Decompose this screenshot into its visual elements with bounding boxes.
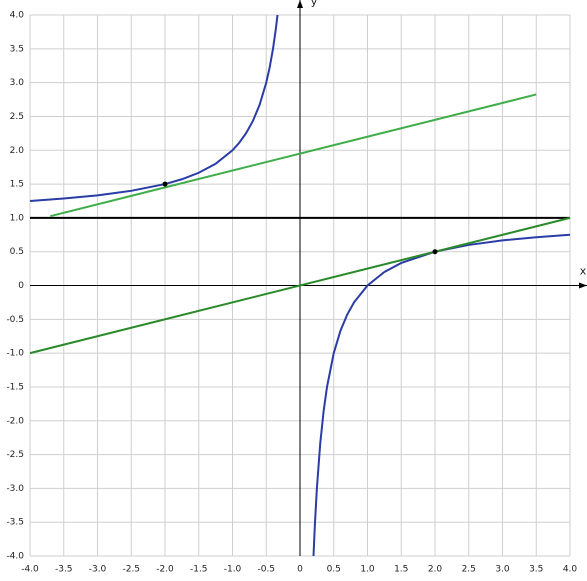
x-tick-label: -3.5 [55,565,73,575]
y-tick-label: -2.5 [6,450,24,460]
x-tick-label: 0 [297,565,303,575]
y-tick-label: -3.5 [6,518,24,528]
x-tick-label: -2.0 [156,565,174,575]
point [162,181,168,187]
y-tick-label: -1.5 [6,382,24,392]
curve [29,216,571,355]
y-tick-label: -0.5 [6,315,24,325]
x-tick-label: -0.5 [257,565,275,575]
y-tick-label: 0 [18,281,24,291]
x-tick-label: -4.0 [21,565,39,575]
x-tick-label: 0.5 [327,565,341,575]
curve [50,93,537,218]
y-tick-label: 4.0 [10,11,25,21]
curve [29,14,571,557]
y-tick-label: 3.5 [10,44,24,54]
y-tick-label: -1.0 [6,349,24,359]
x-tick-label: 3.5 [529,565,543,575]
x-tick-label: -1.5 [190,565,208,575]
x-tick-label: 1.5 [394,565,408,575]
x-tick-label: -3.0 [89,565,107,575]
x-tick-label: 1.0 [360,565,375,575]
x-tick-label: 2.0 [428,565,443,575]
y-tick-label: 3.0 [10,78,25,88]
x-axis-label: x [580,265,587,278]
y-tick-label: 2.0 [10,146,25,156]
y-tick-label: 2.5 [10,112,24,122]
x-tick-label: 2.5 [462,565,476,575]
y-axis-label: y [311,0,318,8]
y-tick-label: -2.0 [6,416,24,426]
y-tick-label: 1.5 [10,180,24,190]
y-tick-label: 0.5 [10,247,24,257]
x-tick-label: 4.0 [563,565,578,575]
y-tick-label: 1.0 [10,213,25,223]
y-tick-label: -4.0 [6,552,24,562]
x-tick-label: -2.5 [122,565,140,575]
x-tick-label: -1.0 [224,565,242,575]
axis-arrow [297,0,303,8]
axis-arrow [579,282,587,289]
x-tick-label: 3.0 [495,565,510,575]
point [432,249,438,255]
y-tick-label: -3.0 [6,484,24,494]
